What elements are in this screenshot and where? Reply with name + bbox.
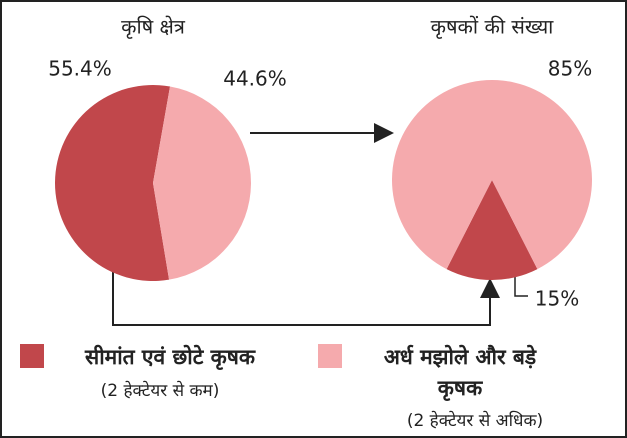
pie-slice: [54, 85, 171, 281]
value-label: 85%: [548, 57, 592, 81]
pie-slice: [391, 79, 592, 270]
value-label: 55.4%: [48, 57, 112, 81]
value-label: 15%: [535, 287, 579, 311]
legend-swatch: [318, 344, 342, 368]
pie-title: कृषि क्षेत्र: [121, 15, 186, 40]
pie-slice: [153, 86, 251, 280]
legend-note: (2 हेक्टेयर से अधिक): [406, 411, 544, 431]
arrow: [112, 270, 500, 326]
legend-label: सीमांत एवं छोटे कृषक: [85, 345, 255, 369]
legend-label: अर्ध मझोले और बड़े कृषक: [383, 345, 537, 400]
value-label: 44.6%: [223, 67, 287, 91]
legend-swatch: [20, 344, 44, 368]
pie-title: कृषकों की संख्या: [431, 15, 555, 40]
legend-note: (2 हेक्टेयर से कम): [100, 381, 220, 401]
pie-slice: [446, 180, 538, 280]
